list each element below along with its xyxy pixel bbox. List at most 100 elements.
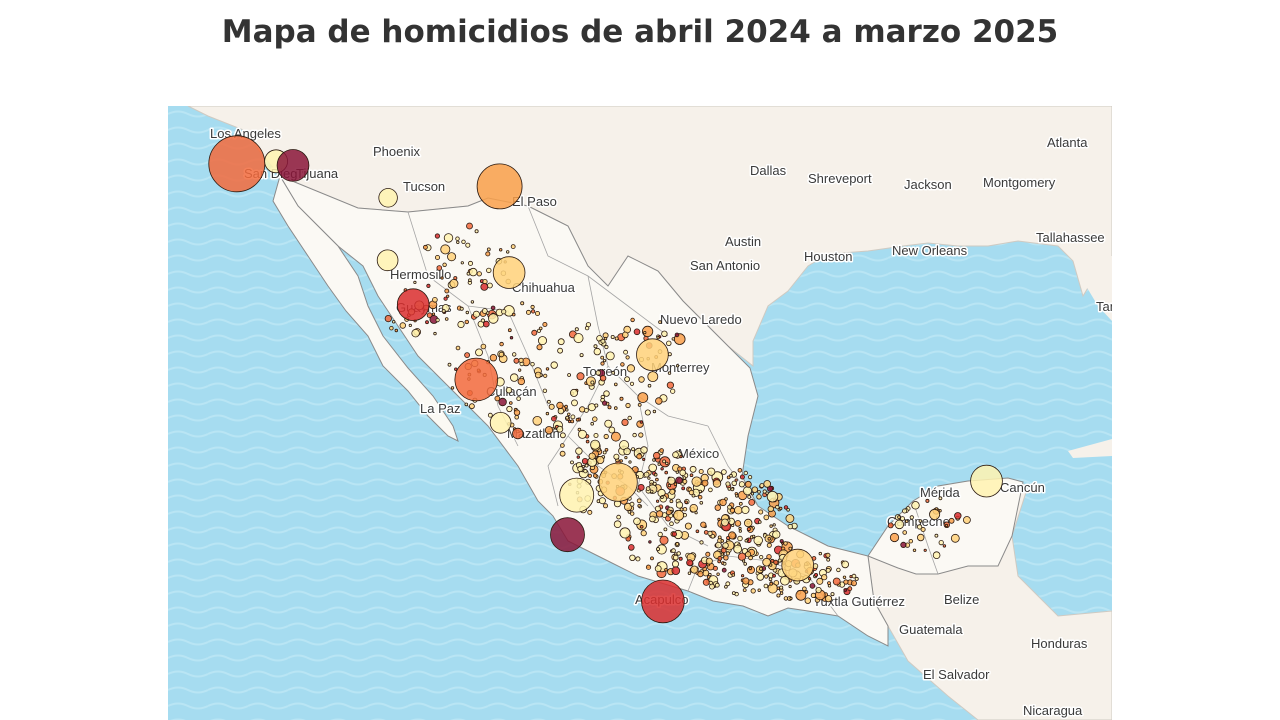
municipality-point[interactable] xyxy=(510,373,519,382)
municipality-point[interactable] xyxy=(723,555,729,561)
municipality-point[interactable] xyxy=(647,371,659,383)
homicide-point-guadalajara[interactable] xyxy=(559,477,595,513)
municipality-point[interactable] xyxy=(728,531,737,540)
municipality-point[interactable] xyxy=(717,555,723,561)
municipality-point[interactable] xyxy=(511,312,516,317)
municipality-point[interactable] xyxy=(601,400,608,406)
homicide-map[interactable]: Los Angeles Phoenix Tucson San Diego Tijuana… xyxy=(168,106,1112,720)
municipality-point[interactable] xyxy=(488,313,499,324)
municipality-point[interactable] xyxy=(741,505,750,514)
municipality-point[interactable] xyxy=(536,344,543,351)
municipality-point[interactable] xyxy=(559,450,566,457)
municipality-point[interactable] xyxy=(684,500,688,504)
municipality-point[interactable] xyxy=(776,593,781,598)
municipality-point[interactable] xyxy=(530,362,535,367)
municipality-point[interactable] xyxy=(450,386,455,390)
municipality-point[interactable] xyxy=(679,469,687,477)
municipality-point[interactable] xyxy=(929,508,941,520)
municipality-point[interactable] xyxy=(444,288,450,294)
municipality-point[interactable] xyxy=(671,560,679,568)
municipality-point[interactable] xyxy=(575,417,580,422)
municipality-point[interactable] xyxy=(532,415,543,426)
municipality-point[interactable] xyxy=(918,519,923,523)
municipality-point[interactable] xyxy=(897,515,901,519)
municipality-point[interactable] xyxy=(663,527,668,532)
municipality-point[interactable] xyxy=(613,406,618,410)
municipality-point[interactable] xyxy=(825,567,831,573)
municipality-point[interactable] xyxy=(708,572,712,577)
municipality-point[interactable] xyxy=(708,487,713,493)
municipality-point[interactable] xyxy=(550,361,558,369)
municipality-point[interactable] xyxy=(733,544,743,554)
municipality-point[interactable] xyxy=(433,331,437,336)
municipality-point[interactable] xyxy=(525,309,531,315)
municipality-point[interactable] xyxy=(613,453,620,460)
municipality-point[interactable] xyxy=(729,507,735,513)
municipality-point[interactable] xyxy=(660,495,664,499)
municipality-point[interactable] xyxy=(465,242,471,248)
homicide-point-acapulco[interactable] xyxy=(641,579,685,624)
municipality-point[interactable] xyxy=(507,328,512,333)
municipality-point[interactable] xyxy=(722,561,727,566)
municipality-point[interactable] xyxy=(748,566,752,570)
municipality-point[interactable] xyxy=(621,331,629,339)
municipality-point[interactable] xyxy=(905,519,909,523)
municipality-point[interactable] xyxy=(506,405,513,413)
municipality-point[interactable] xyxy=(654,565,662,573)
municipality-point[interactable] xyxy=(662,459,667,464)
municipality-point[interactable] xyxy=(613,382,618,387)
municipality-point[interactable] xyxy=(655,510,664,518)
municipality-point[interactable] xyxy=(593,347,601,356)
municipality-point[interactable] xyxy=(630,511,635,516)
municipality-point[interactable] xyxy=(657,531,663,537)
municipality-point[interactable] xyxy=(456,240,460,244)
municipality-point[interactable] xyxy=(743,470,748,476)
municipality-point[interactable] xyxy=(551,415,557,422)
municipality-point[interactable] xyxy=(672,451,679,459)
municipality-point[interactable] xyxy=(911,501,920,510)
municipality-point[interactable] xyxy=(734,520,742,527)
municipality-point[interactable] xyxy=(548,403,555,410)
municipality-point[interactable] xyxy=(632,432,637,438)
municipality-point[interactable] xyxy=(481,308,488,314)
municipality-point[interactable] xyxy=(461,239,466,244)
municipality-point[interactable] xyxy=(399,322,406,329)
municipality-point[interactable] xyxy=(686,559,694,567)
municipality-point[interactable] xyxy=(908,539,913,544)
municipality-point[interactable] xyxy=(671,548,676,553)
municipality-point[interactable] xyxy=(564,404,568,409)
municipality-point[interactable] xyxy=(769,524,773,528)
municipality-point[interactable] xyxy=(759,554,764,560)
municipality-point[interactable] xyxy=(638,432,644,438)
municipality-point[interactable] xyxy=(658,320,662,324)
municipality-point[interactable] xyxy=(603,390,610,397)
municipality-point[interactable] xyxy=(887,522,894,529)
municipality-point[interactable] xyxy=(667,483,671,488)
municipality-point[interactable] xyxy=(842,575,847,579)
municipality-point[interactable] xyxy=(743,486,753,496)
municipality-point[interactable] xyxy=(432,297,438,303)
municipality-point[interactable] xyxy=(655,477,659,482)
municipality-point[interactable] xyxy=(656,336,660,340)
municipality-point[interactable] xyxy=(954,512,962,520)
municipality-point[interactable] xyxy=(777,558,782,563)
municipality-point[interactable] xyxy=(472,310,480,318)
municipality-point[interactable] xyxy=(661,330,668,337)
municipality-point[interactable] xyxy=(675,542,680,546)
municipality-point[interactable] xyxy=(786,507,790,512)
municipality-point[interactable] xyxy=(830,592,835,597)
municipality-point[interactable] xyxy=(735,494,739,498)
municipality-point[interactable] xyxy=(517,377,525,386)
municipality-point[interactable] xyxy=(584,325,590,331)
municipality-point[interactable] xyxy=(447,362,452,367)
municipality-point[interactable] xyxy=(841,560,849,569)
municipality-point[interactable] xyxy=(570,414,576,420)
municipality-point[interactable] xyxy=(938,496,943,501)
municipality-point[interactable] xyxy=(759,566,764,571)
municipality-point[interactable] xyxy=(559,432,566,439)
municipality-point[interactable] xyxy=(498,397,507,407)
municipality-point[interactable] xyxy=(843,579,849,585)
municipality-point[interactable] xyxy=(678,556,683,561)
municipality-point[interactable] xyxy=(802,586,807,592)
municipality-point[interactable] xyxy=(470,300,475,304)
